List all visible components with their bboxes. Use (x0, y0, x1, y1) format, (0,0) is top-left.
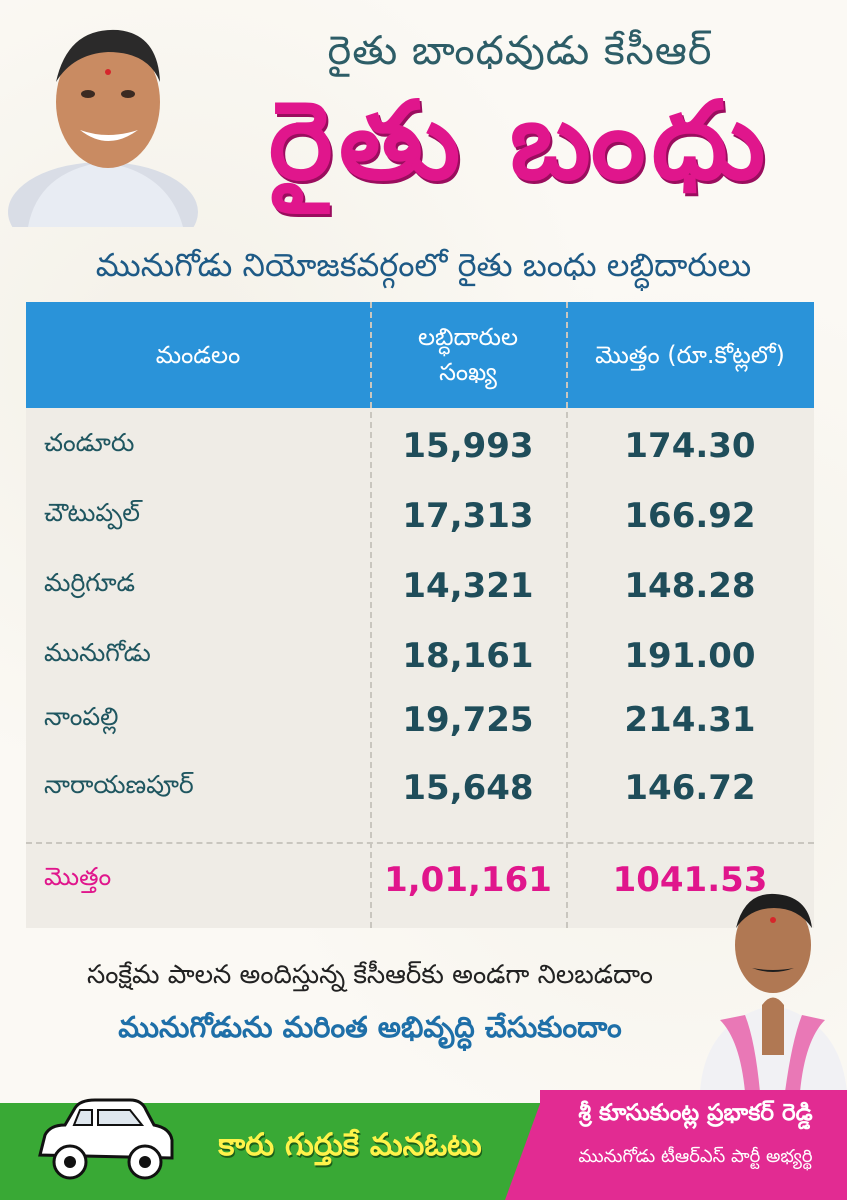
amount-value: 214.31 (624, 700, 756, 740)
candidate-portrait (700, 893, 847, 1092)
column-divider (370, 302, 372, 928)
column-divider (566, 302, 568, 928)
mandal-name: నారాయణపూర్ (44, 770, 194, 799)
vote-slogan: కారు గుర్తుకే మనఓటు (218, 1126, 482, 1163)
slogan-line-1: సంక్షేమ పాలన అందిస్తున్న కేసీఆర్‌కు అండగ… (87, 960, 653, 990)
footer-pink-edge (505, 1090, 545, 1200)
total-row: మొత్తం 1,01,161 1041.53 (26, 842, 814, 928)
slogan-line-2: మునుగోడును మరింత అభివృద్ధి చేసుకుందాం (118, 1010, 622, 1044)
beneficiaries-table: మండలం లబ్ధిదారుల సంఖ్య మొత్తం (రూ.కోట్లల… (26, 302, 814, 928)
column-header-mandal: మండలం (155, 340, 241, 369)
mandal-name: నాంపల్లి (44, 702, 119, 731)
header-title: రైతు బంధు (268, 79, 772, 204)
beneficiaries-count: 15,993 (402, 426, 534, 466)
mandal-name: చౌటుప్పల్ (44, 498, 140, 527)
column-header-amount-label: మొత్తం (రూ.కోట్లలో) (595, 340, 785, 369)
table-row: చౌటుప్పల్ 17,313 166.92 (26, 482, 814, 550)
mandal-name: చండూరు (44, 428, 135, 457)
beneficiaries-count: 17,313 (402, 496, 534, 536)
amount-value: 148.28 (624, 566, 756, 606)
amount-value: 146.72 (624, 768, 756, 808)
beneficiaries-count: 18,161 (402, 636, 534, 676)
car-symbol-icon (38, 1098, 174, 1180)
table-row: నారాయణపూర్ 15,648 146.72 (26, 754, 814, 822)
table-row: చండూరు 15,993 174.30 (26, 412, 814, 480)
amount-value: 166.92 (624, 496, 756, 536)
candidate-title: మునుగోడు టీఆర్ఎస్ పార్టీ అభ్యర్థి (578, 1146, 813, 1167)
mandal-name: మునుగోడు (44, 638, 151, 667)
table-row: మర్రిగూడ 14,321 148.28 (26, 552, 814, 620)
table-row: నాంపల్లి 19,725 214.31 (26, 686, 814, 754)
mandal-name: మర్రిగూడ (44, 568, 136, 597)
column-header-beneficiaries-label: లబ్ధిదారుల సంఖ్య (417, 323, 519, 386)
amount-value: 191.00 (624, 636, 756, 676)
footer-pink-band (540, 1090, 847, 1200)
column-header-beneficiaries: లబ్ధిదారుల సంఖ్య (370, 302, 566, 408)
candidate-name: శ్రీ కూసుకుంట్ల ప్రభాకర్ రెడ్డి (578, 1100, 813, 1126)
header-line: మునుగోడు నియోజకవర్గంలో రైతు బంధు లబ్ధిదా… (95, 246, 752, 284)
header-subtitle: రైతు బాంధవుడు కేసీఆర్ (327, 28, 713, 74)
amount-value: 174.30 (624, 426, 756, 466)
table-row: మునుగోడు 18,161 191.00 (26, 622, 814, 690)
column-header-amount: మొత్తం (రూ.కోట్లలో) (566, 302, 814, 408)
beneficiaries-count: 14,321 (402, 566, 534, 606)
total-beneficiaries: 1,01,161 (384, 860, 552, 900)
total-divider (26, 842, 814, 844)
leader-portrait (8, 29, 198, 227)
beneficiaries-count: 15,648 (402, 768, 534, 808)
total-amount: 1041.53 (612, 860, 768, 900)
beneficiaries-count: 19,725 (402, 700, 534, 740)
table-header: మండలం లబ్ధిదారుల సంఖ్య మొత్తం (రూ.కోట్లల… (26, 302, 814, 408)
total-label: మొత్తం (44, 862, 112, 891)
